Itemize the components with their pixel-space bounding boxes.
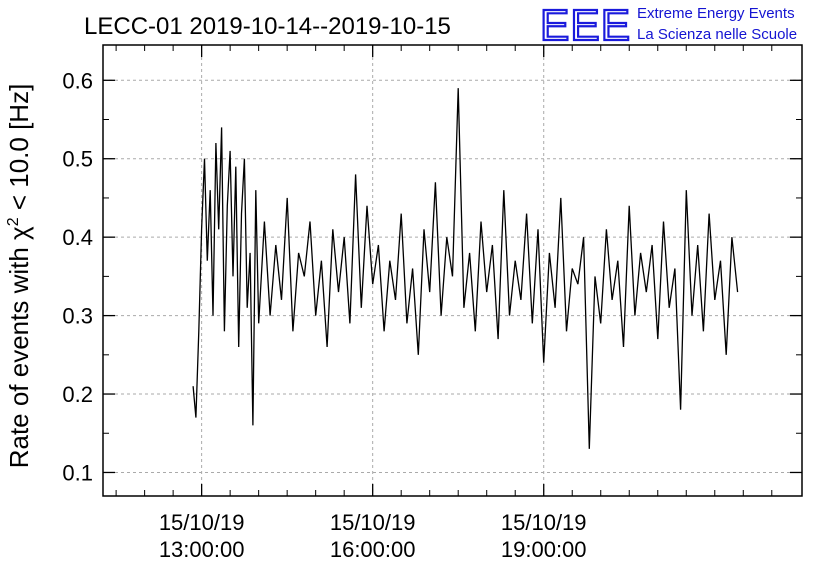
y-tick-label: 0.1 [62, 460, 93, 485]
chart-title: LECC-01 2019-10-14--2019-10-15 [84, 13, 451, 40]
y-tick-label: 0.2 [62, 382, 93, 407]
grid-lines [103, 45, 802, 496]
x-tick-date-label: 15/10/19 [159, 510, 245, 535]
x-tick-time-label: 13:00:00 [159, 537, 245, 562]
y-tick-label: 0.3 [62, 304, 93, 329]
y-tick-label: 0.5 [62, 147, 93, 172]
x-tick-labels: 15/10/1913:00:0015/10/1916:00:0015/10/19… [159, 510, 587, 562]
y-axis-label-suffix: < 10.0 [Hz] [4, 84, 34, 218]
eee-logo: EEE Extreme Energy Events La Scienza nel… [539, 0, 797, 51]
x-tick-date-label: 15/10/19 [501, 510, 587, 535]
y-axis-label: Rate of events with χ2 < 10.0 [Hz] [4, 84, 34, 469]
y-tick-label: 0.6 [62, 68, 93, 93]
logo-line-2: La Scienza nelle Scuole [637, 26, 797, 43]
y-axis-label-prefix: Rate of events with χ [4, 226, 34, 468]
logo-letters: EEE [540, 1, 631, 50]
series-layer [192, 88, 739, 449]
y-tick-label: 0.4 [62, 225, 93, 250]
x-tick-time-label: 19:00:00 [501, 537, 587, 562]
y-tick-labels: 0.1 0.2 0.3 0.4 0.5 0.6 [62, 68, 93, 485]
logo-line-1: Extreme Energy Events [637, 5, 795, 22]
plot-frame [102, 44, 803, 497]
x-tick-time-label: 16:00:00 [330, 537, 416, 562]
axis-ticks [103, 45, 802, 496]
y-axis-label-sup: 2 [5, 217, 22, 226]
rate-series-line [192, 88, 739, 449]
x-tick-date-label: 15/10/19 [330, 510, 416, 535]
